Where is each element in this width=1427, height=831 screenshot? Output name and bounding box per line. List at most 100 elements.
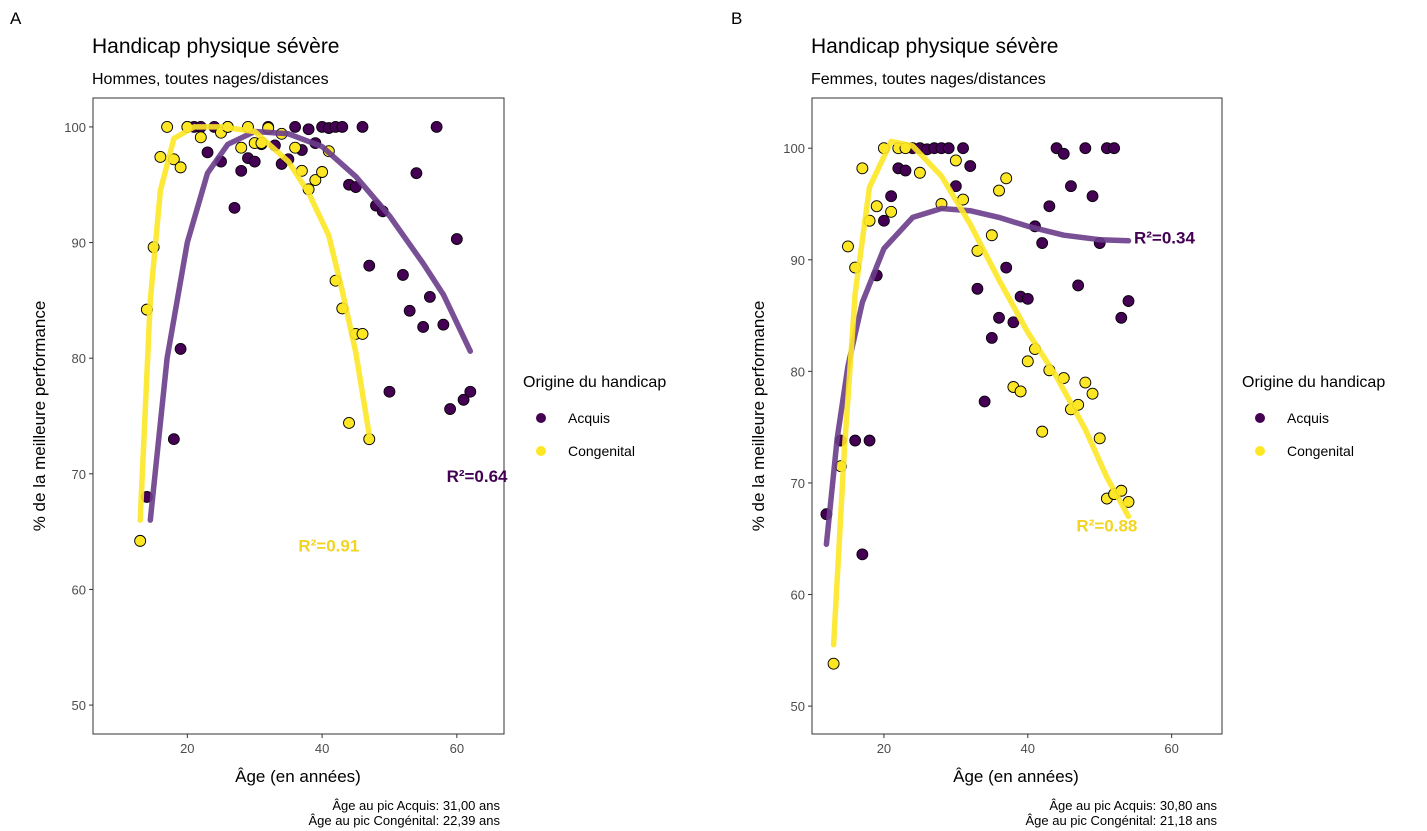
point-acquis-b-26	[1021, 292, 1034, 305]
point-acquis-a-44	[464, 385, 477, 398]
point-congenital-a-0	[134, 534, 147, 547]
y-axis-label-a: % de la meilleure performance	[30, 301, 49, 532]
y-tick-label-b-80: 80	[791, 364, 805, 379]
y-axis-a: 50 60 70 80 90 100	[64, 120, 93, 713]
y-tick-label-a-80: 80	[72, 351, 86, 366]
chart-subtitle-b: Femmes, toutes nages/distances	[811, 71, 1046, 88]
panel-b: B Handicap physique sévère Femmes, toute…	[731, 9, 1223, 828]
point-acquis-b-3	[856, 548, 869, 561]
point-acquis-a-40	[437, 318, 450, 331]
legend-key-acquis-b	[1255, 413, 1265, 423]
x-tick-label-a-20: 20	[180, 741, 194, 756]
point-acquis-b-21	[985, 331, 998, 344]
point-acquis-a-19	[289, 121, 302, 133]
r2-label-congenital-a: R²=0.91	[298, 537, 359, 556]
point-acquis-a-13	[248, 155, 261, 168]
chart-title-a: Handicap physique sévère	[92, 35, 340, 58]
point-acquis-b-19	[971, 282, 984, 295]
point-congenital-b-28	[1079, 376, 1092, 389]
point-congenital-b-0	[827, 657, 840, 670]
point-acquis-b-23	[1000, 261, 1013, 274]
point-congenital-b-21	[1021, 355, 1034, 368]
legend-label-acquis-b: Acquis	[1287, 410, 1329, 426]
point-acquis-a-36	[410, 167, 423, 180]
point-acquis-b-2	[849, 434, 862, 447]
y-tick-label-a-60: 60	[72, 582, 86, 597]
point-acquis-b-38	[1108, 142, 1121, 155]
point-acquis-b-28	[1036, 237, 1049, 249]
caption-b-line2: Âge au pic Congénital: 21,18 ans	[1025, 813, 1217, 828]
point-acquis-a-42	[450, 233, 463, 245]
legend-label-congenital-a: Congenital	[568, 443, 635, 459]
point-congenital-b-13	[949, 154, 962, 167]
point-acquis-a-29	[356, 121, 369, 133]
point-congenital-b-11	[913, 166, 926, 179]
point-congenital-a-20	[309, 174, 322, 187]
y-tick-label-b-70: 70	[791, 476, 805, 491]
legend-key-congenital-b	[1255, 446, 1265, 456]
point-acquis-a-6	[201, 146, 214, 159]
point-acquis-a-33	[383, 385, 396, 398]
point-congenital-b-18	[1000, 172, 1013, 185]
point-acquis-b-24	[1007, 316, 1020, 329]
point-acquis-b-18	[964, 160, 977, 172]
y-tick-label-a-90: 90	[72, 236, 86, 251]
chart-subtitle-a: Hommes, toutes nages/distances	[92, 71, 329, 88]
point-acquis-b-20	[978, 395, 991, 408]
point-acquis-b-33	[1072, 279, 1085, 292]
point-congenital-b-29	[1086, 387, 1099, 400]
legend-b: Origine du handicap Acquis Congenital	[1242, 374, 1385, 459]
point-acquis-a-43	[457, 393, 470, 406]
x-tick-label-b-40: 40	[1021, 741, 1035, 756]
trend-line-acquis-b	[823, 205, 1132, 548]
point-acquis-b-29	[1043, 200, 1056, 213]
caption-a-line2: Âge au pic Congénital: 22,39 ans	[308, 813, 500, 828]
point-acquis-a-37	[417, 321, 430, 333]
point-acquis-a-21	[302, 123, 315, 136]
x-tick-label-a-60: 60	[450, 741, 464, 756]
point-congenital-b-23	[1036, 425, 1049, 438]
point-acquis-b-34	[1079, 142, 1092, 155]
point-congenital-b-4	[856, 162, 869, 175]
legend-label-acquis-a: Acquis	[568, 410, 610, 426]
point-acquis-b-7	[885, 190, 898, 203]
point-congenital-b-16	[985, 229, 998, 242]
point-acquis-a-1	[167, 433, 180, 446]
legend-key-acquis-a	[536, 413, 546, 423]
plot-panel-a	[92, 97, 505, 735]
y-axis-label-b: % de la meilleure performance	[749, 301, 768, 532]
point-acquis-a-26	[336, 121, 349, 133]
point-acquis-a-10	[228, 201, 241, 214]
point-congenital-a-21	[316, 166, 329, 178]
point-acquis-a-30	[363, 259, 376, 272]
point-acquis-b-15	[942, 142, 955, 155]
r2-label-acquis-b: R²=0.34	[1134, 228, 1195, 247]
point-acquis-b-4	[863, 434, 876, 447]
point-acquis-b-32	[1065, 180, 1077, 193]
point-congenital-b-8	[885, 205, 898, 218]
panel-label-a: A	[10, 9, 22, 28]
point-acquis-b-40	[1122, 295, 1135, 307]
point-congenital-a-4	[161, 120, 174, 133]
y-tick-label-b-100: 100	[783, 141, 805, 156]
point-acquis-b-31	[1057, 147, 1070, 160]
y-tick-label-a-70: 70	[72, 467, 86, 482]
y-tick-label-a-100: 100	[64, 120, 86, 135]
point-congenital-b-6	[870, 200, 883, 213]
point-congenital-a-17	[289, 141, 302, 154]
point-congenital-a-8	[194, 131, 207, 144]
trend-line-acquis-a	[147, 128, 474, 523]
point-congenital-a-25	[343, 416, 355, 429]
plot-marks-a: R²=0.64 R²=0.91	[134, 120, 508, 556]
y-axis-b: 50 60 70 80 90 100	[783, 141, 812, 714]
plot-panel-b	[811, 97, 1223, 735]
legend-a: Origine du handicap Acquis Congenital	[523, 374, 666, 459]
point-congenital-a-27	[356, 327, 369, 340]
point-acquis-a-2	[174, 343, 187, 355]
point-acquis-a-11	[235, 164, 248, 177]
panel-a: A Handicap physique sévère Hommes, toute…	[10, 9, 508, 828]
point-acquis-b-22	[993, 311, 1005, 324]
point-acquis-b-35	[1086, 190, 1099, 203]
point-acquis-b-17	[957, 142, 969, 155]
